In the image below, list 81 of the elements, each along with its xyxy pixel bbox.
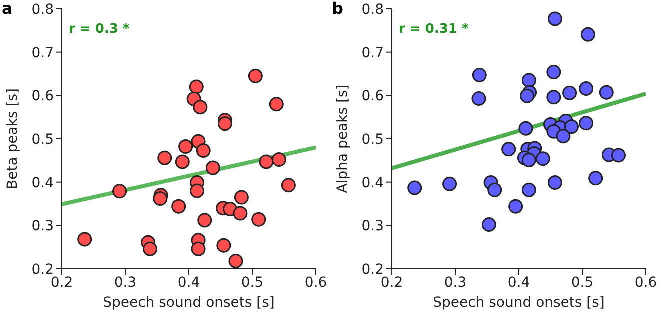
x-tick-label: 0.4	[178, 274, 200, 291]
point	[178, 140, 194, 154]
point	[218, 116, 232, 132]
point	[191, 242, 206, 256]
y-tick-label: 0.3	[362, 218, 384, 235]
point	[562, 86, 578, 100]
x-tick-label: 0.5	[571, 274, 594, 291]
y-tick-label: 0.3	[32, 218, 54, 235]
x-axis-title: Speech sound onsets [s]	[433, 295, 605, 311]
point	[228, 254, 244, 268]
point	[488, 182, 502, 198]
y-tick-label: 0.8	[32, 2, 54, 18]
point	[536, 152, 550, 166]
point	[588, 171, 604, 186]
y-tick-label: 0.4	[362, 175, 384, 192]
point	[153, 192, 168, 206]
y-tick-label: 0.6	[32, 88, 54, 105]
point	[522, 182, 536, 198]
point	[579, 116, 594, 131]
x-tick-label: 0.3	[114, 274, 137, 291]
point	[234, 190, 249, 205]
point	[112, 184, 128, 199]
point	[522, 152, 536, 168]
point	[189, 80, 204, 94]
point	[548, 12, 562, 26]
point	[599, 85, 614, 100]
point	[546, 90, 562, 105]
annotation: r = 0.31 *	[399, 22, 469, 37]
point	[518, 121, 534, 136]
point	[520, 88, 535, 104]
point	[143, 242, 158, 256]
point	[408, 180, 422, 196]
text: b	[332, 0, 344, 18]
point	[206, 160, 220, 176]
x-tick-label: 0.3	[444, 274, 467, 291]
point	[252, 212, 266, 227]
point	[272, 152, 286, 168]
point	[508, 199, 524, 214]
point	[502, 142, 516, 157]
point	[548, 176, 562, 190]
point	[564, 120, 579, 134]
y-tick-label: 0.5	[362, 132, 384, 148]
x-tick-label: 0.4	[508, 274, 530, 291]
point	[175, 154, 190, 170]
point	[259, 154, 274, 170]
point	[248, 68, 263, 84]
y-tick-label: 0.7	[362, 45, 384, 62]
point	[196, 143, 211, 158]
point	[522, 73, 536, 88]
point	[78, 232, 92, 247]
point	[611, 148, 626, 163]
y-axis-title: Alpha peaks [s]	[334, 84, 351, 194]
x-tick-label: 0.6	[304, 274, 328, 291]
point	[281, 178, 296, 193]
point	[269, 97, 284, 112]
y-tick-label: 0.8	[362, 2, 384, 18]
x-tick-label: 0.6	[634, 274, 658, 291]
y-tick-label: 0.5	[32, 132, 54, 148]
y-tick-label: 0.7	[32, 45, 54, 62]
point	[198, 213, 212, 228]
point	[193, 100, 208, 115]
point	[546, 65, 562, 80]
y-tick-label: 0.6	[362, 88, 384, 105]
point	[216, 238, 232, 253]
x-tick-label: 0.5	[241, 274, 264, 291]
point	[158, 150, 172, 166]
point	[580, 27, 596, 42]
point	[442, 176, 458, 192]
point	[579, 81, 594, 96]
point	[556, 129, 571, 144]
annotation: r = 0.3 *	[69, 22, 130, 37]
y-axis-title: Beta peaks [s]	[4, 88, 21, 190]
point	[190, 184, 205, 198]
point	[172, 199, 186, 214]
y-tick-label: 0.4	[32, 175, 54, 192]
x-axis-title: Speech sound onsets [s]	[103, 295, 275, 311]
point	[472, 68, 487, 83]
point	[472, 91, 486, 106]
point	[482, 218, 496, 232]
point	[233, 206, 248, 221]
text: a	[2, 0, 13, 18]
